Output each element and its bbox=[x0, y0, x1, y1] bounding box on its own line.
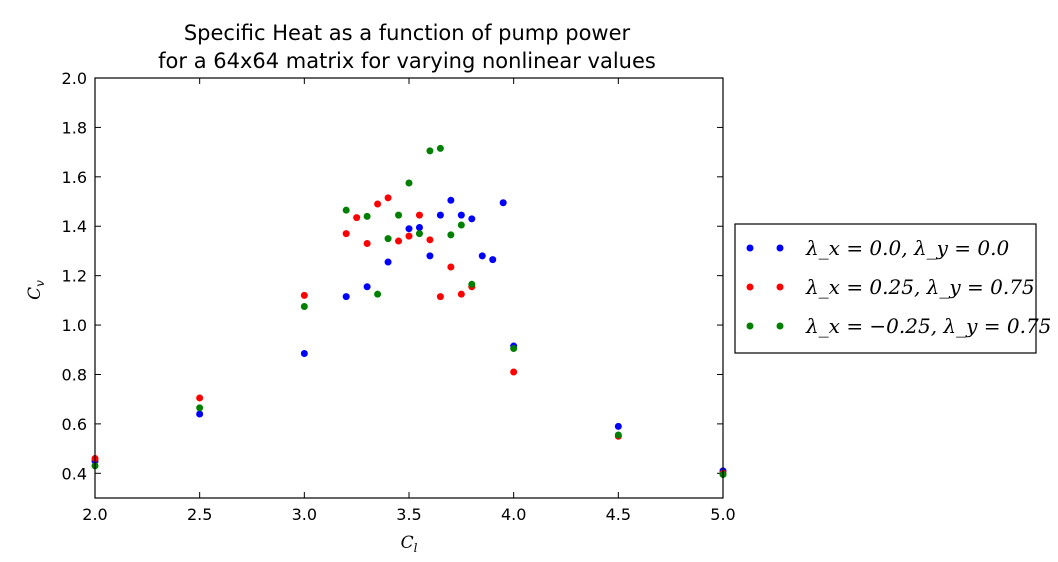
data-point bbox=[489, 256, 497, 264]
x-tick-label: 2.5 bbox=[187, 505, 212, 524]
data-point bbox=[447, 196, 455, 204]
data-point bbox=[457, 221, 465, 229]
y-tick-label: 1.8 bbox=[62, 118, 87, 137]
data-point bbox=[447, 263, 455, 271]
data-point bbox=[415, 230, 423, 238]
data-point bbox=[300, 291, 308, 299]
data-point bbox=[374, 290, 382, 298]
data-point bbox=[436, 211, 444, 219]
y-tick-label: 0.6 bbox=[62, 415, 87, 434]
data-point bbox=[457, 211, 465, 219]
data-point bbox=[300, 303, 308, 311]
legend-marker bbox=[746, 322, 754, 330]
y-tick-label: 2.0 bbox=[62, 69, 87, 88]
legend-label: λ_x = 0.25, λ_y = 0.75 bbox=[805, 275, 1035, 299]
data-point bbox=[436, 144, 444, 152]
y-tick-label: 1.4 bbox=[62, 217, 87, 236]
data-point bbox=[395, 211, 403, 219]
data-point bbox=[405, 232, 413, 240]
data-point bbox=[426, 252, 434, 260]
x-tick-label: 4.0 bbox=[501, 505, 526, 524]
data-point bbox=[468, 280, 476, 288]
data-point bbox=[614, 422, 622, 430]
data-point bbox=[196, 404, 204, 412]
legend-label: λ_x = −0.25, λ_y = 0.75 bbox=[805, 314, 1051, 338]
data-point bbox=[426, 236, 434, 244]
data-point bbox=[510, 368, 518, 376]
legend-label: λ_x = 0.0, λ_y = 0.0 bbox=[805, 236, 1009, 260]
data-point bbox=[478, 252, 486, 260]
data-point bbox=[363, 212, 371, 220]
data-point bbox=[196, 394, 204, 402]
data-point bbox=[415, 223, 423, 231]
data-point bbox=[300, 349, 308, 357]
data-point bbox=[363, 240, 371, 248]
data-point bbox=[384, 258, 392, 266]
data-point bbox=[374, 200, 382, 208]
chart-title-line-2: for a 64x64 matrix for varying nonlinear… bbox=[158, 49, 656, 73]
data-point bbox=[510, 345, 518, 353]
y-tick-label: 1.2 bbox=[62, 267, 87, 286]
legend-marker bbox=[776, 322, 784, 330]
data-point bbox=[395, 237, 403, 245]
y-axis-label: Cv bbox=[25, 280, 47, 300]
data-point bbox=[384, 194, 392, 202]
y-tick-label: 1.6 bbox=[62, 168, 87, 187]
data-point bbox=[426, 147, 434, 155]
x-tick-label: 3.5 bbox=[396, 505, 421, 524]
y-tick-label: 1.0 bbox=[62, 316, 87, 335]
chart-title-line-1: Specific Heat as a function of pump powe… bbox=[184, 21, 631, 45]
data-point bbox=[405, 225, 413, 233]
data-point bbox=[196, 410, 204, 418]
data-point bbox=[342, 230, 350, 238]
x-tick-label: 3.0 bbox=[292, 505, 317, 524]
data-points bbox=[91, 144, 727, 479]
plot-frame bbox=[94, 77, 724, 499]
data-point bbox=[468, 215, 476, 223]
data-point bbox=[447, 231, 455, 239]
data-point bbox=[415, 211, 423, 219]
legend-marker bbox=[746, 244, 754, 252]
y-tick-label: 0.8 bbox=[62, 365, 87, 384]
legend-box bbox=[734, 223, 1037, 354]
data-point bbox=[614, 431, 622, 439]
data-point bbox=[457, 290, 465, 298]
data-point bbox=[405, 179, 413, 187]
x-tick-label: 5.0 bbox=[710, 505, 735, 524]
axis-ticks: 2.0 2.5 3.0 3.5 4.0 4.5 5.0 0.4 0.6 0.8 1.0 1.2 1.4 1… bbox=[62, 69, 736, 524]
x-tick-label: 2.0 bbox=[82, 505, 107, 524]
legend-marker bbox=[776, 244, 784, 252]
legend-marker bbox=[746, 283, 754, 291]
x-tick-label: 4.5 bbox=[606, 505, 631, 524]
x-axis-label: Cl bbox=[401, 533, 418, 555]
data-point bbox=[499, 199, 507, 207]
data-point bbox=[353, 214, 361, 222]
data-point bbox=[342, 293, 350, 301]
data-point bbox=[342, 206, 350, 214]
data-point bbox=[363, 283, 371, 291]
y-tick-label: 0.4 bbox=[62, 464, 87, 483]
legend-marker bbox=[776, 283, 784, 291]
data-point bbox=[384, 235, 392, 243]
data-point bbox=[436, 293, 444, 301]
legend: λ_x = 0.0, λ_y = 0.0 λ_x = 0.25, λ_y = 0.… bbox=[734, 223, 1051, 354]
